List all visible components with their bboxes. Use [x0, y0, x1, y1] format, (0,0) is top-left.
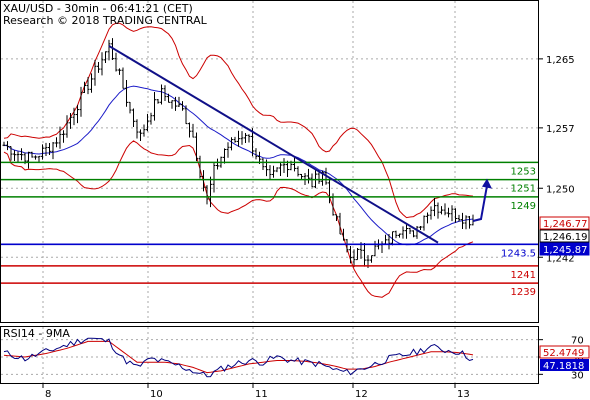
time-tick-label: 11 — [255, 389, 268, 400]
price-marker-last — [539, 229, 590, 243]
price-tick-label: 1,257 — [546, 124, 575, 135]
rsi-tick-label: 30 — [571, 370, 584, 381]
rsi-panel-frame — [0, 326, 539, 384]
level-label-1241: 1241 — [511, 270, 536, 281]
rsi-title: RSI14 - 9MA — [3, 327, 70, 340]
rsi-value-marker-label: 47.1818 — [543, 361, 584, 372]
level-label-bg — [513, 181, 537, 194]
price-panel-frame — [0, 0, 539, 323]
level-label-1253: 1253 — [511, 166, 536, 177]
level-label-1243.5: 1243.5 — [501, 248, 536, 259]
level-label-bg — [513, 198, 537, 211]
price-marker-lower_bollinger — [539, 242, 590, 256]
rsi-ma-line — [3, 340, 474, 374]
level-label-1251: 1251 — [511, 184, 536, 195]
time-tick-label: 12 — [355, 389, 368, 400]
rsi-tick-label: 70 — [571, 336, 584, 347]
time-tick-label: 10 — [150, 389, 163, 400]
level-label-bg — [513, 267, 537, 280]
rsi-ma-marker-label: 52.4749 — [543, 348, 584, 359]
level-label-bg — [513, 285, 537, 298]
level-label-1249: 1249 — [511, 201, 536, 212]
price-marker-label-upper_bollinger: 1,246.77 — [543, 219, 588, 230]
projection-arrow-head — [482, 178, 492, 189]
price-tick-label: 1,242 — [546, 253, 575, 264]
chart-subtitle: Research © 2018 TRADING CENTRAL — [3, 14, 208, 27]
time-tick-label: 13 — [457, 389, 470, 400]
price-tick-label: 1,250 — [546, 184, 575, 195]
price-marker-label-last: 1,246.19 — [543, 232, 588, 243]
time-tick-label: 8 — [45, 389, 51, 400]
chart-title: XAU/USD - 30min - 06:41:21 (CET) — [3, 2, 193, 15]
level-label-bg — [503, 246, 537, 259]
price-tick-label: 1,265 — [546, 55, 575, 66]
rsi-line — [3, 337, 474, 378]
price-panel: 1,265 1,257 1,250 1,242 1253 1251 1249 1243.5 12… — [0, 0, 590, 323]
rsi-ma-marker — [539, 345, 590, 359]
projection-arrow-line — [472, 185, 488, 222]
rsi-value-marker — [540, 359, 589, 371]
downtrend-line — [108, 45, 439, 244]
level-label-bg — [513, 164, 537, 177]
price-marker-label-lower_bollinger: 1,245.87 — [543, 245, 588, 256]
price-marker-upper_bollinger — [539, 216, 590, 230]
level-label-1239: 1239 — [511, 287, 536, 298]
